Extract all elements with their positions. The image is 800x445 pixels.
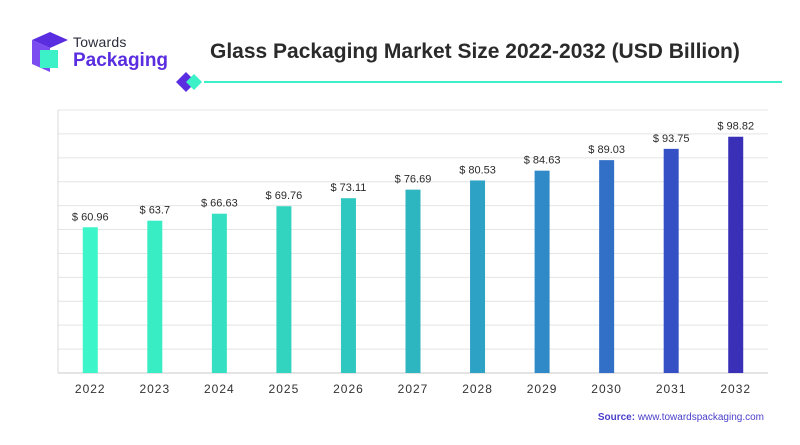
bar-2026 (340, 198, 356, 373)
x-tick-2023: 2023 (139, 382, 170, 396)
bar-2027 (405, 189, 421, 373)
brand-name-line1: Towards (73, 34, 127, 50)
brand-logo: Towards Packaging (30, 30, 190, 80)
x-tick-2031: 2031 (656, 382, 687, 396)
source-note: Source: www.towardspackaging.com (598, 412, 764, 423)
bar-2030 (599, 160, 615, 373)
data-label-2024: $ 66.63 (201, 198, 238, 210)
bar-2024 (211, 213, 227, 373)
x-tick-labels: 2022 2023 2024 2025 2026 2027 2028 2029 2030 2031… (75, 382, 751, 396)
data-label-2027: $ 76.69 (395, 174, 432, 186)
x-tick-2025: 2025 (269, 382, 300, 396)
x-tick-2032: 2032 (720, 382, 751, 396)
bar-2029 (534, 170, 550, 373)
data-label-2028: $ 80.53 (459, 164, 496, 176)
data-label-2030: $ 89.03 (588, 144, 625, 156)
chart-title: Glass Packaging Market Size 2022-2032 (U… (210, 40, 740, 63)
data-label-2023: $ 63.7 (140, 205, 171, 217)
bar-2031 (663, 148, 679, 373)
bar-2028 (470, 180, 486, 373)
brand-logo-icon (32, 32, 68, 72)
bar-2023 (147, 220, 163, 373)
x-tick-2029: 2029 (527, 382, 558, 396)
data-label-2025: $ 69.76 (266, 190, 303, 202)
x-tick-2028: 2028 (462, 382, 493, 396)
x-tick-2030: 2030 (591, 382, 622, 396)
data-labels: $ 60.96 $ 63.7 $ 66.63 $ 69.76 $ 73.11 $ 76.6… (72, 121, 754, 224)
source-url[interactable]: www.towardspackaging.com (637, 412, 764, 423)
title-divider (176, 72, 782, 92)
bar-2025 (276, 206, 292, 373)
data-label-2026: $ 73.11 (331, 182, 367, 194)
data-label-2029: $ 84.63 (524, 155, 561, 167)
source-label: Source: (597, 412, 636, 423)
x-tick-2026: 2026 (333, 382, 364, 396)
data-label-2031: $ 93.75 (653, 133, 690, 145)
x-tick-2022: 2022 (75, 382, 106, 396)
data-label-2032: $ 98.82 (717, 121, 754, 133)
brand-name-line2: Packaging (73, 50, 169, 71)
bar-chart: $ 60.96 $ 63.7 $ 66.63 $ 69.76 $ 73.11 $ 76.6… (57, 109, 768, 396)
data-label-2022: $ 60.96 (72, 211, 109, 223)
x-tick-2027: 2027 (398, 382, 429, 396)
x-tick-2024: 2024 (204, 382, 235, 396)
bar-2022 (82, 227, 98, 373)
bars (82, 136, 744, 373)
bar-2032 (728, 136, 744, 373)
